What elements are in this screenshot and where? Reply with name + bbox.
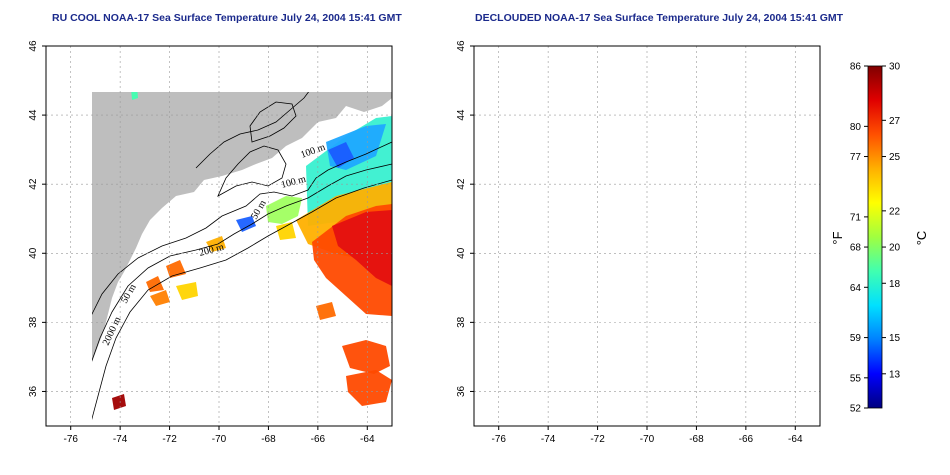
celsius-tick-label: 18 bbox=[889, 279, 901, 290]
isobath-contour bbox=[217, 145, 287, 197]
lat-tick-label: 44 bbox=[28, 109, 39, 121]
lon-tick-label: -66 bbox=[311, 434, 326, 445]
lat-tick-label: 46 bbox=[28, 40, 39, 52]
lon-tick-label: -74 bbox=[113, 434, 128, 445]
lon-tick-label: -64 bbox=[360, 434, 375, 445]
temperature-colorbar: 86 80 77 71 68 64 59 55 52 30 27 25 22 20 18 15 13 °F °C bbox=[830, 62, 929, 415]
sst-patch bbox=[236, 216, 256, 232]
lat-tick-label: 38 bbox=[28, 316, 39, 328]
celsius-tick-label: 20 bbox=[889, 243, 901, 254]
lon-tick-label: -70 bbox=[212, 434, 227, 445]
sst-patch bbox=[316, 302, 336, 320]
lon-tick-label: -72 bbox=[590, 434, 605, 445]
sst-patch bbox=[150, 290, 170, 306]
lat-tick-label: 38 bbox=[456, 316, 467, 328]
lat-tick-label: 42 bbox=[28, 178, 39, 190]
lon-tick-label: -76 bbox=[491, 434, 506, 445]
sst-patch bbox=[112, 394, 126, 410]
sst-patch bbox=[131, 92, 138, 100]
isobath-contour bbox=[249, 101, 297, 143]
lat-tick-label: 40 bbox=[28, 247, 39, 259]
fahrenheit-tick-label: 52 bbox=[850, 404, 862, 415]
fahrenheit-tick-label: 64 bbox=[850, 283, 862, 294]
lon-tick-label: -68 bbox=[689, 434, 704, 445]
lon-tick-label: -76 bbox=[63, 434, 78, 445]
fahrenheit-tick-label: 77 bbox=[850, 152, 862, 163]
celsius-tick-label: 13 bbox=[889, 369, 901, 380]
sst-patch bbox=[266, 196, 302, 224]
lon-tick-label: -66 bbox=[739, 434, 754, 445]
left-panel-title: RU COOL NOAA-17 Sea Surface Temperature … bbox=[52, 12, 402, 24]
celsius-tick-label: 27 bbox=[889, 116, 901, 127]
sst-patch bbox=[276, 222, 296, 240]
sst-patch bbox=[176, 282, 198, 300]
isobath-contour bbox=[92, 163, 393, 362]
fahrenheit-unit-label: °F bbox=[830, 231, 845, 244]
fahrenheit-tick-label: 86 bbox=[850, 62, 862, 73]
lat-tick-label: 42 bbox=[456, 178, 467, 190]
colorbar-ramp bbox=[867, 65, 883, 409]
isobath-contour bbox=[92, 179, 393, 421]
fahrenheit-tick-label: 71 bbox=[850, 212, 862, 223]
lon-tick-label: -64 bbox=[788, 434, 803, 445]
celsius-tick-label: 30 bbox=[889, 62, 901, 73]
celsius-unit-label: °C bbox=[914, 231, 929, 246]
fahrenheit-tick-label: 55 bbox=[850, 373, 862, 384]
lat-tick-label: 40 bbox=[456, 247, 467, 259]
lat-tick-label: 36 bbox=[28, 385, 39, 397]
land-mass bbox=[92, 92, 392, 362]
sst-patch bbox=[146, 276, 164, 292]
celsius-tick-label: 22 bbox=[889, 206, 901, 217]
lat-tick-label: 46 bbox=[456, 40, 467, 52]
sst-patch bbox=[342, 340, 390, 374]
isobath-contour bbox=[92, 141, 393, 315]
isobath-contour bbox=[195, 92, 309, 169]
sst-patch bbox=[206, 236, 226, 252]
lon-tick-label: -74 bbox=[541, 434, 556, 445]
celsius-tick-label: 15 bbox=[889, 333, 901, 344]
fahrenheit-tick-label: 80 bbox=[850, 122, 862, 133]
fahrenheit-tick-label: 68 bbox=[850, 243, 862, 254]
lat-tick-label: 44 bbox=[456, 109, 467, 121]
lon-tick-label: -70 bbox=[640, 434, 655, 445]
lat-tick-label: 36 bbox=[456, 385, 467, 397]
lon-tick-label: -68 bbox=[261, 434, 276, 445]
celsius-tick-label: 25 bbox=[889, 152, 901, 163]
right-panel-title: DECLOUDED NOAA-17 Sea Surface Temperatur… bbox=[475, 12, 844, 24]
sst-patch bbox=[332, 210, 392, 286]
sst-patch bbox=[346, 370, 392, 406]
lon-tick-label: -72 bbox=[162, 434, 177, 445]
fahrenheit-tick-label: 59 bbox=[850, 333, 862, 344]
